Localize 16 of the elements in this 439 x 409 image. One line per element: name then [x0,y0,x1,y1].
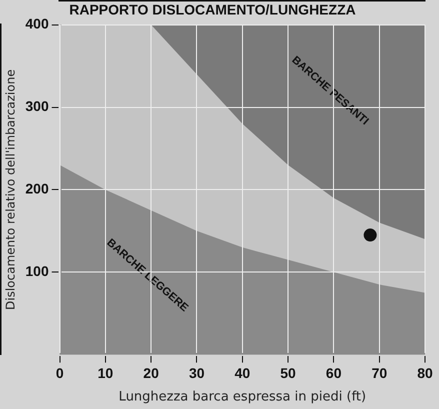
chart-title: RAPPORTO DISLOCAMENTO/LUNGHEZZA [69,1,356,18]
y-tick-label: 300 [25,98,49,114]
x-tick-label: 80 [417,364,433,381]
x-tick-label: 10 [98,364,114,381]
x-tick-label: 70 [372,364,388,381]
x-tick-label: 0 [56,364,64,381]
y-tick-label: 100 [25,263,49,280]
x-tick-label: 50 [280,364,296,381]
y-tick-label: 200 [25,180,49,197]
x-tick-label: 20 [143,364,160,381]
y-tick-label: 400 [25,16,49,32]
y-axis-title: Dislocamento relativo dell'imbarcazione [3,69,18,310]
x-axis-title: Lunghezza barca espressa in piedi (ft) [118,390,366,405]
x-tick-label: 30 [188,364,205,381]
x-tick-label: 60 [326,364,342,381]
x-tick-label: 40 [234,364,250,381]
